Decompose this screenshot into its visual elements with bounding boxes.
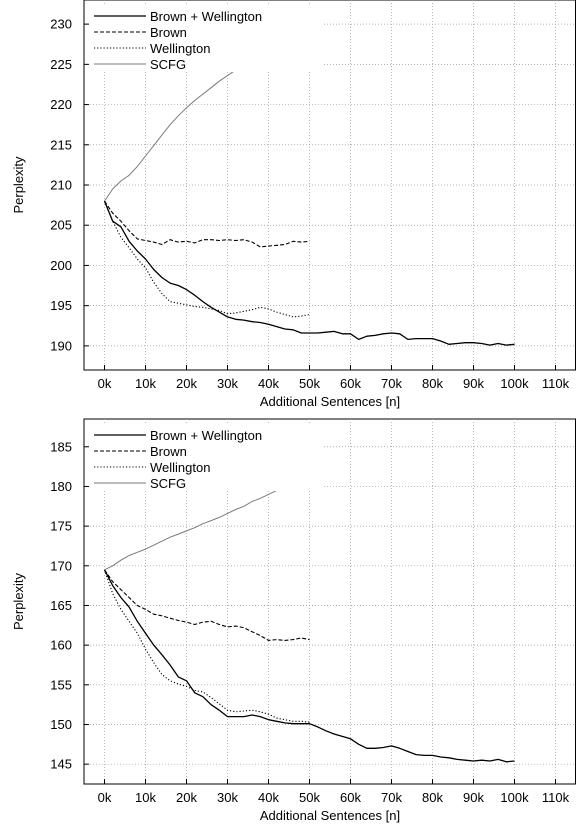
x-tick-label: 110k xyxy=(542,790,570,805)
x-tick-label: 110k xyxy=(542,376,570,391)
x-tick-label: 100k xyxy=(500,790,529,805)
y-tick-label: 180 xyxy=(50,479,72,494)
series-line-dashed xyxy=(104,200,310,248)
legend-label: Brown + Wellington xyxy=(150,9,262,24)
y-tick-label: 185 xyxy=(50,439,72,454)
y-tick-label: 225 xyxy=(50,57,72,72)
chart-bottom-panel: 0k 10k 20k 30k 40k 50k 60k 70k 80k 90k 100k 110k 145… xyxy=(11,418,576,823)
x-tick-label: 90k xyxy=(463,790,484,805)
x-tick-label: 90k xyxy=(463,376,484,391)
legend-label: Wellington xyxy=(150,460,210,475)
legend-label: Brown xyxy=(150,25,187,40)
series-line-dashed xyxy=(104,569,310,641)
legend-label: Brown xyxy=(150,444,187,459)
series-line-dotted xyxy=(103,200,310,318)
x-tick-label: 0k xyxy=(98,376,112,391)
y-tick-label: 150 xyxy=(50,717,72,732)
x-tick-label: 30k xyxy=(217,376,238,391)
x-tick-label: 60k xyxy=(340,376,361,391)
y-tick-label: 190 xyxy=(50,338,72,353)
y-tick-label: 200 xyxy=(50,258,72,273)
x-tick-label: 100k xyxy=(500,376,529,391)
series-line-solid xyxy=(103,569,515,763)
x-tick-label: 50k xyxy=(299,790,320,805)
y-tick-label: 155 xyxy=(50,677,72,692)
y-tick-label: 175 xyxy=(50,519,72,534)
x-axis-label: Additional Sentences [n] xyxy=(260,394,400,409)
x-tick-label: 20k xyxy=(176,790,197,805)
x-tick-label: 80k xyxy=(422,376,443,391)
x-tick-label: 60k xyxy=(340,790,361,805)
series-line-gray xyxy=(104,468,310,571)
chart-top-panel: 0k 10k 20k 30k 40k 50k 60k 70k 80k 90k 100k 110k 190… xyxy=(11,0,576,409)
y-tick-label: 230 xyxy=(50,17,72,32)
x-tick-label: 20k xyxy=(176,376,197,391)
legend-box xyxy=(90,423,322,491)
legend-label: Brown + Wellington xyxy=(150,428,262,443)
x-tick-label: 80k xyxy=(422,790,443,805)
x-tick-label: 40k xyxy=(258,790,279,805)
x-tick-label: 40k xyxy=(258,376,279,391)
y-tick-label: 205 xyxy=(50,218,72,233)
x-tick-label: 70k xyxy=(381,790,402,805)
legend-box xyxy=(90,4,322,72)
y-tick-label: 195 xyxy=(50,298,72,313)
y-tick-label: 165 xyxy=(50,598,72,613)
y-tick-label: 160 xyxy=(50,638,72,653)
x-tick-label: 70k xyxy=(381,376,402,391)
series-line-dotted xyxy=(103,569,310,723)
y-tick-label: 215 xyxy=(50,137,72,152)
x-tick-label: 30k xyxy=(217,790,238,805)
series-line-solid xyxy=(103,200,515,346)
y-axis-label: Perplexity xyxy=(11,156,26,214)
y-axis-label: Perplexity xyxy=(11,572,26,630)
x-tick-label: 50k xyxy=(299,376,320,391)
x-tick-label: 10k xyxy=(135,376,156,391)
x-tick-label: 10k xyxy=(135,790,156,805)
y-tick-label: 170 xyxy=(50,558,72,573)
x-axis-label: Additional Sentences [n] xyxy=(260,808,400,823)
y-tick-label: 145 xyxy=(50,757,72,772)
legend-label: SCFG xyxy=(150,476,186,491)
legend-label: Wellington xyxy=(150,41,210,56)
legend-label: SCFG xyxy=(150,57,186,72)
y-tick-label: 220 xyxy=(50,97,72,112)
y-tick-label: 210 xyxy=(50,178,72,193)
x-tick-label: 0k xyxy=(98,790,112,805)
